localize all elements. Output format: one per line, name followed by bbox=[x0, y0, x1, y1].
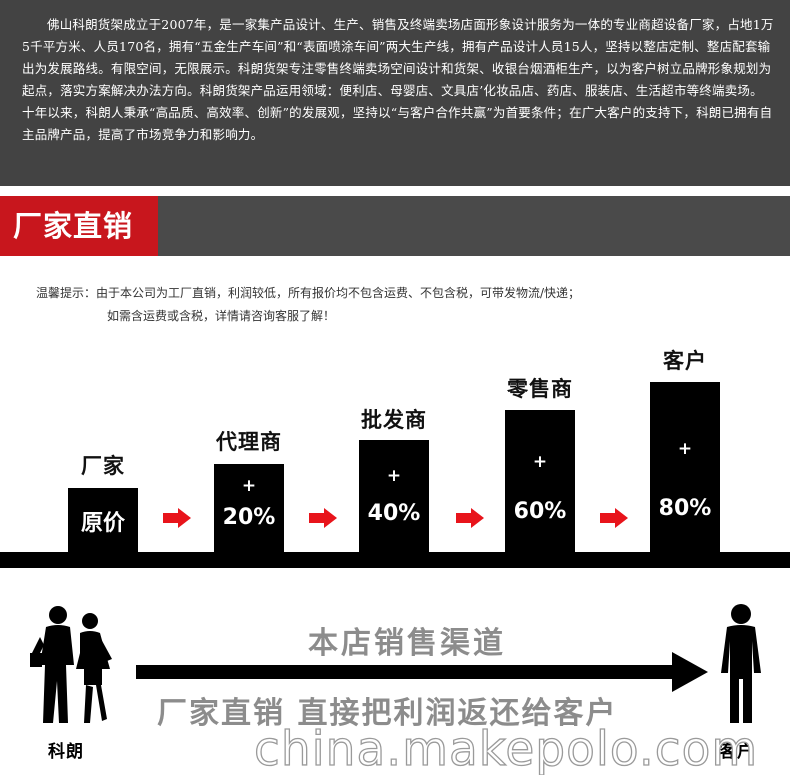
bar-value-customer: 80% bbox=[658, 496, 712, 521]
intro-text: 佛山科朗货架成立于2007年，是一家集产品设计、生产、销售及终端卖场店面形象设计… bbox=[22, 17, 774, 142]
tips-notice: 温馨提示：由于本公司为工厂直销，利润较低，所有报价均不包含运费、不包含税，可带发… bbox=[36, 282, 756, 328]
intro-panel: 佛山科朗货架成立于2007年，是一家集产品设计、生产、销售及终端卖场店面形象设计… bbox=[0, 0, 790, 186]
business-people-icon bbox=[30, 606, 112, 723]
bar-retailer bbox=[505, 410, 575, 554]
bar-value-wholesaler: 40% bbox=[367, 501, 421, 526]
bar-plus-retailer: + bbox=[532, 452, 548, 472]
watermark-text: china.makepolo.com bbox=[253, 721, 759, 775]
arrow-right-icon bbox=[163, 508, 191, 528]
slogan-text: 厂家直销 直接把利润返还给客户 bbox=[157, 696, 618, 731]
bar-manufacturer bbox=[68, 488, 138, 554]
tips-line-2: 如需含运费或含税，详情请咨询客服了解！ bbox=[107, 309, 336, 323]
tips-line-1: 温馨提示：由于本公司为工厂直销，利润较低，所有报价均不包含运费、不包含税，可带发… bbox=[36, 286, 581, 300]
bar-agent bbox=[214, 464, 284, 554]
bar-label-wholesaler: 批发商 bbox=[361, 408, 427, 432]
bar-plus-agent: + bbox=[241, 476, 257, 496]
section-title-block bbox=[0, 196, 158, 256]
bar-label-customer: 客户 bbox=[663, 349, 707, 373]
bar-label-agent: 代理商 bbox=[216, 430, 282, 454]
customer-person-icon bbox=[721, 604, 761, 723]
long-arrow-right-icon bbox=[136, 652, 708, 692]
label-left-company: 科朗 bbox=[48, 742, 84, 762]
arrow-right-icon bbox=[309, 508, 337, 528]
bar-label-retailer: 零售商 bbox=[507, 377, 573, 401]
chain-baseline bbox=[0, 552, 790, 568]
bar-plus-wholesaler: + bbox=[386, 466, 402, 486]
bar-plus-customer: + bbox=[677, 439, 693, 459]
label-right-customer: 客户 bbox=[719, 742, 755, 762]
bar-wholesaler bbox=[359, 440, 429, 554]
channel-title: 本店销售渠道 bbox=[308, 626, 506, 661]
bar-value-retailer: 60% bbox=[513, 499, 567, 524]
arrow-right-icon bbox=[456, 508, 484, 528]
section-title: 厂家直销 bbox=[13, 209, 134, 243]
bar-customer bbox=[650, 382, 720, 554]
bar-value-agent: 20% bbox=[222, 505, 276, 530]
arrow-right-icon bbox=[600, 508, 628, 528]
bar-value-manufacturer: 原价 bbox=[80, 511, 125, 536]
bar-label-manufacturer: 厂家 bbox=[81, 454, 125, 478]
